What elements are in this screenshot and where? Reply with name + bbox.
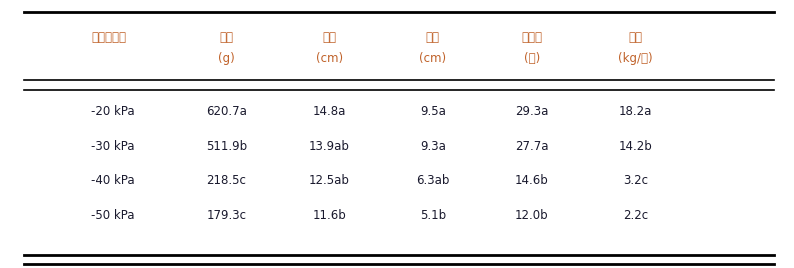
- Text: -40 kPa: -40 kPa: [91, 174, 135, 187]
- Text: (g): (g): [218, 53, 235, 65]
- Text: 착과수: 착과수: [522, 31, 542, 44]
- Text: 관수개시점: 관수개시점: [91, 31, 126, 44]
- Text: 과중: 과중: [219, 31, 233, 44]
- Text: 218.5c: 218.5c: [206, 174, 246, 187]
- Text: 12.5ab: 12.5ab: [309, 174, 350, 187]
- Text: (cm): (cm): [316, 53, 343, 65]
- Text: (개): (개): [524, 53, 540, 65]
- Text: 11.6b: 11.6b: [313, 209, 346, 222]
- Text: 29.3a: 29.3a: [515, 105, 549, 118]
- Text: 14.2b: 14.2b: [619, 140, 652, 152]
- Text: 과경: 과경: [426, 31, 440, 44]
- Text: 12.0b: 12.0b: [515, 209, 549, 222]
- Text: 9.5a: 9.5a: [420, 105, 445, 118]
- Text: 3.2c: 3.2c: [622, 174, 648, 187]
- Text: 수량: 수량: [628, 31, 642, 44]
- Text: 14.8a: 14.8a: [313, 105, 346, 118]
- Text: 27.7a: 27.7a: [515, 140, 549, 152]
- Text: (cm): (cm): [419, 53, 446, 65]
- Text: -30 kPa: -30 kPa: [91, 140, 135, 152]
- Text: 5.1b: 5.1b: [420, 209, 445, 222]
- Text: -20 kPa: -20 kPa: [91, 105, 135, 118]
- Text: 과장: 과장: [322, 31, 337, 44]
- Text: 6.3ab: 6.3ab: [416, 174, 449, 187]
- Text: 620.7a: 620.7a: [206, 105, 247, 118]
- Text: 14.6b: 14.6b: [515, 174, 549, 187]
- Text: 9.3a: 9.3a: [420, 140, 445, 152]
- Text: -50 kPa: -50 kPa: [91, 209, 135, 222]
- Text: 2.2c: 2.2c: [622, 209, 648, 222]
- Text: 179.3c: 179.3c: [206, 209, 246, 222]
- Text: 18.2a: 18.2a: [619, 105, 652, 118]
- Text: 511.9b: 511.9b: [206, 140, 247, 152]
- Text: (kg/주): (kg/주): [618, 53, 653, 65]
- Text: 13.9ab: 13.9ab: [309, 140, 350, 152]
